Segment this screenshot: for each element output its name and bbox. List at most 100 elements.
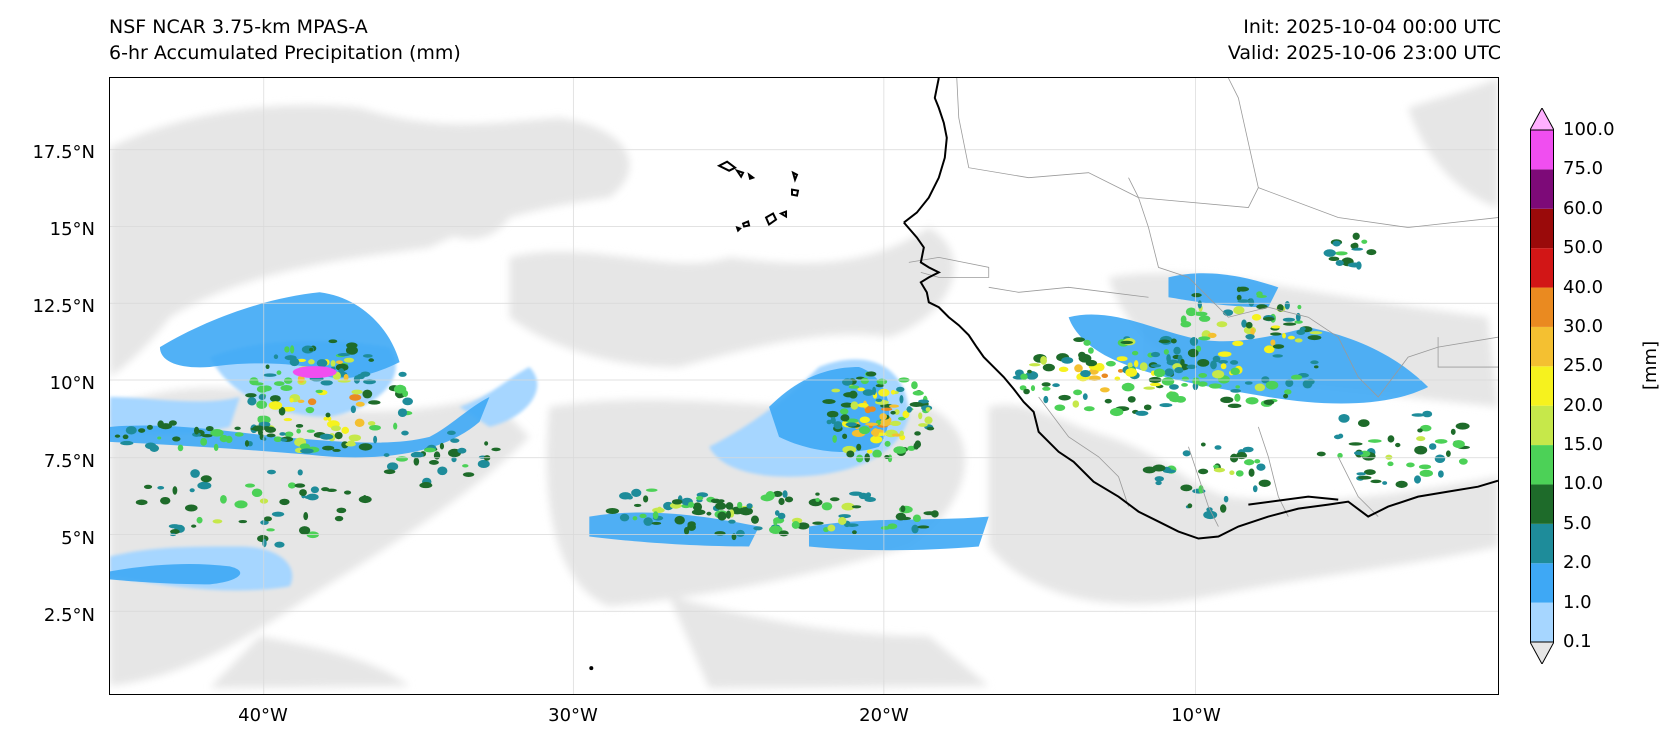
precip-cell (1243, 459, 1255, 466)
precip-cell (926, 426, 935, 431)
precip-cell (1139, 362, 1148, 372)
colorbar-segment (1530, 563, 1554, 603)
precip-cell (315, 389, 323, 394)
precip-cell (1073, 337, 1085, 343)
precip-cell (245, 393, 257, 398)
precip-cell (1294, 320, 1303, 324)
precip-cell (1263, 345, 1275, 354)
precip-cell (368, 358, 375, 362)
precip-cell (1181, 383, 1188, 387)
precip-cell (273, 381, 285, 386)
precip-cell (865, 371, 877, 377)
precip-cell (1023, 388, 1030, 395)
precip-cell (213, 443, 219, 451)
precip-cell (840, 402, 854, 408)
precip-cell (1234, 393, 1241, 402)
precip-cell (295, 423, 304, 428)
precip-cell (1395, 442, 1401, 448)
precip-cell (289, 397, 294, 403)
precip-cell (1248, 468, 1255, 477)
precip-cell (842, 378, 853, 386)
precip-cell (1335, 251, 1348, 256)
precip-cell (914, 440, 922, 448)
precip-cell (1220, 396, 1234, 404)
precip-cell (205, 425, 214, 432)
precip-cell (120, 440, 134, 446)
precip-cell (1232, 340, 1244, 347)
precip-cell (1189, 337, 1199, 346)
precip-cell (212, 519, 223, 524)
precip-cell (1254, 459, 1261, 464)
precip-cell (283, 417, 293, 422)
precip-cell (294, 483, 306, 488)
precip-cell (402, 397, 413, 406)
precip-cell (262, 437, 267, 441)
precip-cell (367, 421, 376, 426)
precip-cell (791, 521, 800, 529)
precip-cell (1135, 410, 1149, 416)
precip-cell (1367, 439, 1382, 443)
precip-cell (1323, 249, 1336, 257)
precip-cell (244, 440, 250, 447)
precip-cell (1180, 315, 1187, 325)
precip-cell (362, 389, 373, 399)
island-dot (589, 666, 594, 671)
precip-cell (1455, 422, 1470, 430)
precip-cell (325, 412, 331, 418)
precip-cell (1154, 476, 1164, 482)
graticule (110, 78, 1498, 694)
precip-cell (335, 363, 349, 372)
precip-cell (1208, 383, 1222, 389)
colorbar-label: 0.1 (1563, 631, 1592, 652)
precip-cell (866, 449, 873, 454)
precip-cell (343, 373, 349, 381)
colorbar-segment (1530, 326, 1554, 367)
precip-cell (918, 412, 923, 420)
precip-cell (1121, 382, 1135, 392)
precip-cell (856, 454, 864, 463)
precip-cell (875, 398, 883, 403)
precip-cell (1020, 373, 1028, 381)
precip-cell (168, 524, 181, 529)
precip-cell (717, 511, 727, 521)
precip-cell (297, 469, 303, 476)
precip-cell (336, 507, 347, 514)
precip-cell (1207, 332, 1217, 338)
precip-cell (1256, 291, 1263, 297)
precip-cell (821, 502, 833, 511)
precip-cell (353, 375, 361, 384)
map-panel (109, 77, 1499, 695)
precip-cell (1282, 332, 1287, 339)
precip-cell (1236, 294, 1242, 301)
precip-cell (1149, 382, 1162, 387)
colorbar-segment (1530, 366, 1554, 406)
precip-cell (687, 521, 696, 528)
precip-cell (1263, 399, 1275, 405)
precip-cell (1150, 364, 1162, 368)
precip-cell (234, 426, 241, 431)
precip-cell (1297, 304, 1302, 310)
precip-cell (1328, 256, 1340, 262)
precip-cell (1074, 364, 1083, 373)
precip-cell (1422, 410, 1433, 418)
precip-cell (1445, 450, 1451, 457)
precip-cell (918, 423, 928, 427)
precip-cell (1414, 475, 1422, 484)
precip-cell (301, 345, 315, 354)
precip-cell (1082, 393, 1088, 401)
precip-cell (1083, 339, 1091, 346)
precip-cell (341, 426, 350, 434)
precip-cell (345, 442, 356, 447)
precip-cell (258, 394, 266, 401)
precip-cell (1116, 356, 1128, 362)
precip-cell (1236, 286, 1242, 293)
precip-cell (266, 528, 275, 532)
precip-cell (859, 416, 871, 424)
precip-cell (330, 360, 336, 367)
precip-cell (865, 422, 879, 426)
precip-cell (401, 430, 409, 436)
precip-cell (1099, 387, 1110, 393)
precip-cell (1245, 397, 1259, 405)
precip-cell (196, 516, 203, 524)
precip-cell (334, 515, 344, 522)
